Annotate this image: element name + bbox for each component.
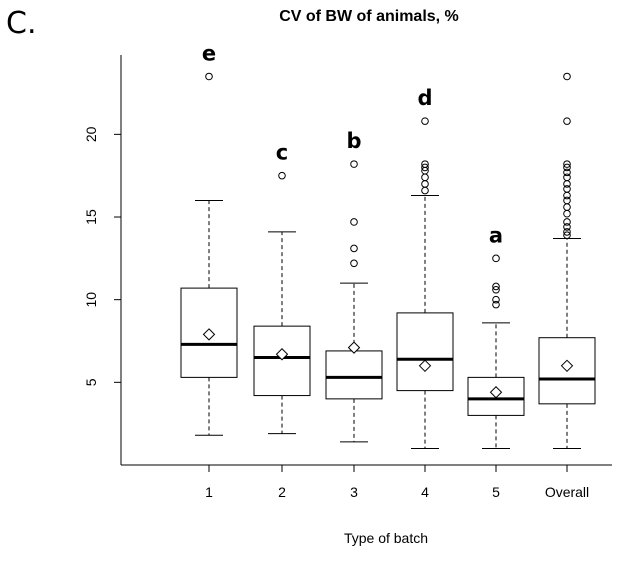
outlier-point: [563, 185, 571, 193]
outlier-point: [205, 72, 213, 81]
outlier-point: [563, 209, 571, 218]
significance-letter: b: [346, 129, 361, 153]
mean-marker: [418, 359, 432, 373]
outlier-point: [492, 295, 500, 304]
outlier-point: [492, 285, 500, 294]
outlier-point: [350, 244, 358, 253]
outlier-point: [421, 160, 429, 168]
outlier-point: [563, 160, 571, 168]
outlier-point: [492, 254, 500, 263]
iqr-box: [253, 325, 311, 397]
significance-letter: c: [276, 141, 288, 165]
mean-marker: [202, 328, 216, 341]
chart-title: CV of BW of animals, %: [279, 8, 459, 25]
outlier-point: [563, 203, 571, 211]
box-4: d: [396, 86, 454, 449]
x-axis-label: Type of batch: [344, 530, 428, 546]
box-1: e: [180, 41, 238, 436]
outlier-point: [350, 218, 358, 226]
outlier-point: [563, 191, 571, 200]
outlier-point: [563, 117, 571, 125]
box-2: c: [253, 141, 311, 435]
mean-marker: [347, 341, 361, 354]
outlier-point: [563, 163, 571, 172]
iqr-box: [325, 350, 383, 400]
outlier-point: [421, 173, 429, 182]
outlier-point: [563, 173, 571, 182]
x-tick-label: 2: [278, 484, 286, 500]
outlier-point: [563, 180, 571, 188]
y-tick-label: 20: [83, 126, 99, 142]
significance-letter: e: [202, 41, 216, 65]
mean-marker: [560, 359, 574, 373]
axes: 5 10 15 20 1 2 3 4 5 Overall: [83, 55, 612, 500]
outlier-point: [563, 228, 571, 236]
outlier-point: [563, 72, 571, 81]
outlier-point: [563, 168, 571, 177]
x-tick-label: 3: [350, 484, 358, 500]
box-3: b: [325, 129, 383, 443]
box-5: a: [467, 223, 525, 449]
y-tick-label: 10: [83, 292, 99, 308]
mean-marker: [275, 348, 289, 361]
panel-label: C.: [6, 6, 37, 41]
outlier-point: [350, 160, 358, 168]
outlier-point: [421, 186, 429, 195]
boxes-group: e c b d a: [180, 41, 596, 449]
mean-marker: [489, 386, 503, 399]
x-tick-label: Overall: [545, 484, 589, 500]
x-tick-label: 1: [205, 484, 213, 500]
significance-letter: a: [489, 223, 503, 247]
outlier-point: [421, 180, 429, 188]
outlier-point: [421, 117, 429, 125]
outlier-point: [563, 196, 571, 205]
outlier-point: [350, 259, 358, 268]
outlier-point: [492, 282, 500, 291]
x-tick-label: 4: [421, 484, 429, 500]
x-tick-label: 5: [492, 484, 500, 500]
outlier-point: [563, 231, 571, 240]
outlier-point: [563, 218, 571, 226]
outlier-point: [421, 163, 429, 172]
outlier-point: [563, 223, 571, 231]
iqr-box: [396, 312, 454, 392]
outlier-point: [492, 300, 500, 309]
outlier-point: [278, 171, 286, 180]
significance-letter: d: [417, 86, 432, 110]
box-Overall: [538, 72, 596, 449]
y-tick-label: 5: [83, 378, 99, 386]
y-tick-label: 15: [83, 209, 99, 225]
